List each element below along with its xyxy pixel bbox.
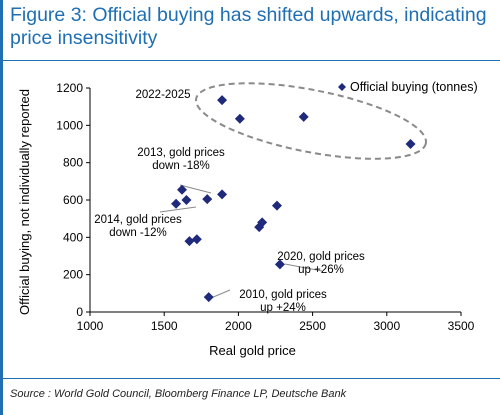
annotation-leader-line bbox=[159, 206, 197, 213]
annotation-lines bbox=[159, 184, 323, 299]
y-axis-title: Official buying, not individually report… bbox=[17, 89, 32, 315]
data-point bbox=[254, 222, 265, 233]
footer-rule bbox=[3, 378, 500, 379]
highlight-ellipse-layer bbox=[194, 82, 428, 160]
x-tick-label: 3000 bbox=[373, 319, 400, 333]
y-tick-label: 1200 bbox=[56, 81, 83, 95]
data-point bbox=[234, 113, 245, 124]
annotation-text: up +26% bbox=[298, 264, 344, 276]
data-point bbox=[271, 200, 282, 211]
annotation-text: down -12% bbox=[109, 227, 167, 239]
annotation-text: up +24% bbox=[260, 302, 306, 314]
data-point bbox=[181, 195, 192, 205]
axes: 1000 1500 2000 2500 3000 3500 0 200 400 600 800 100… bbox=[17, 81, 475, 358]
source-note: Source : World Gold Council, Bloomberg F… bbox=[10, 388, 347, 400]
data-point bbox=[274, 259, 285, 270]
legend: Official buying (tonnes) bbox=[338, 80, 478, 94]
x-tick-label: 1000 bbox=[77, 319, 104, 333]
data-point bbox=[405, 139, 416, 149]
annotation-leader-line bbox=[210, 289, 231, 299]
y-tick-label: 600 bbox=[63, 193, 83, 207]
scatter-chart: 1000 1500 2000 2500 3000 3500 0 200 400 600 800 100… bbox=[17, 80, 478, 358]
annotation-text: 2010, gold prices bbox=[239, 289, 327, 301]
legend-label: Official buying (tonnes) bbox=[350, 80, 478, 94]
data-point bbox=[191, 234, 202, 245]
y-tick-label: 0 bbox=[76, 305, 83, 319]
x-tick-label: 2500 bbox=[299, 319, 326, 333]
y-tick-label: 800 bbox=[63, 156, 83, 170]
data-point bbox=[203, 292, 214, 303]
annotation-text: 2020, gold prices bbox=[277, 251, 365, 263]
x-tick-label: 1500 bbox=[151, 319, 178, 333]
annotation-leader-line bbox=[284, 263, 323, 272]
annotation-text: 2014, gold prices bbox=[94, 214, 182, 226]
data-point bbox=[202, 194, 213, 205]
y-tick-label: 1000 bbox=[56, 118, 83, 132]
data-point bbox=[171, 198, 182, 209]
y-tick-label: 200 bbox=[63, 268, 83, 282]
data-points bbox=[171, 95, 416, 303]
legend-marker bbox=[338, 83, 346, 91]
accent-bar bbox=[0, 0, 3, 415]
figure-title: Figure 3: Official buying has shifted up… bbox=[10, 4, 487, 49]
data-point bbox=[217, 95, 228, 106]
header-rule bbox=[3, 60, 500, 61]
y-tick-label: 400 bbox=[63, 230, 83, 244]
data-point bbox=[298, 111, 309, 122]
annotation-text: 2013, gold prices bbox=[137, 147, 225, 159]
data-point bbox=[177, 184, 188, 195]
x-tick-label: 3500 bbox=[448, 319, 475, 333]
data-point bbox=[184, 236, 195, 247]
annotation-leader-line bbox=[179, 184, 212, 194]
annotation-text: 2022-2025 bbox=[136, 89, 191, 101]
x-tick-label: 2000 bbox=[225, 319, 252, 333]
x-axis-title: Real gold price bbox=[209, 343, 296, 358]
annotation-text: down -18% bbox=[152, 160, 210, 172]
highlight-ellipse bbox=[194, 82, 428, 160]
data-point bbox=[217, 189, 228, 200]
